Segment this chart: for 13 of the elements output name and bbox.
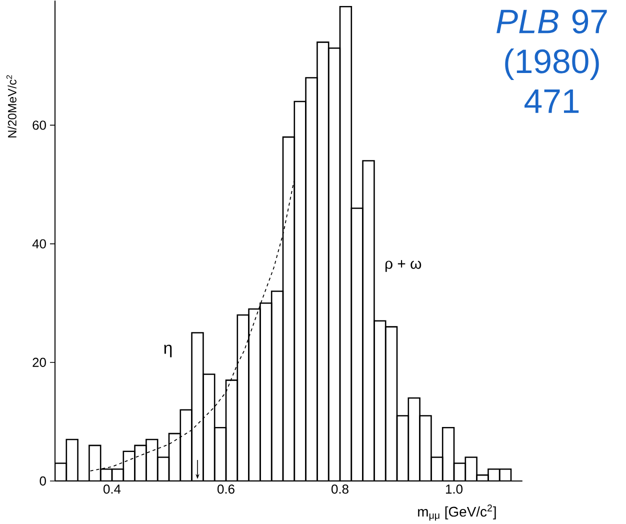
x-tick-label: 0.4: [104, 484, 121, 494]
x-axis-title: m$_{μμ}$ [GeV/c$^{2}$]: [418, 504, 496, 521]
annotation: ρ + ω: [385, 260, 422, 272]
x-tick-label: 1.0: [446, 484, 462, 494]
x-tick-label: 0.8: [332, 484, 348, 494]
annotation: PLB 97 (1980) 471: [496, 10, 607, 113]
x-tick-label: 0.6: [218, 484, 234, 494]
y-tick-label: 60: [32, 120, 46, 130]
y-tick-label: 40: [32, 239, 46, 248]
y-axis-title: N/20MeV/c$^{2}$: [6, 75, 16, 138]
annotation: η: [164, 344, 172, 358]
y-tick-label: 0: [40, 476, 46, 486]
y-tick-label: 20: [32, 358, 46, 367]
